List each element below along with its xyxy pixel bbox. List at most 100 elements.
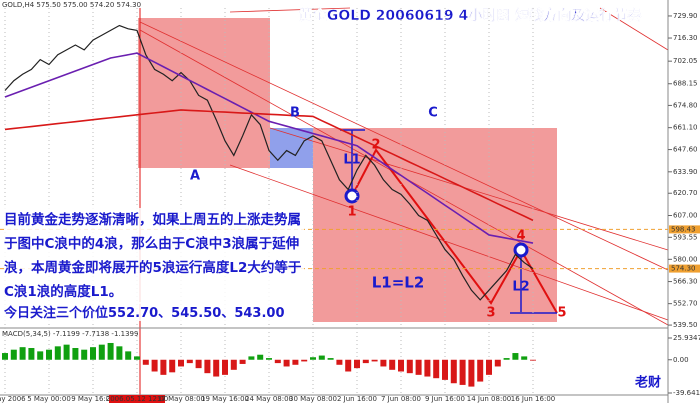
price-tag: 598.43 xyxy=(671,225,696,233)
macd-bar xyxy=(415,359,422,375)
annotation: 4 xyxy=(516,229,525,244)
macd-bar xyxy=(160,359,167,375)
macd-bar xyxy=(266,358,272,360)
y-tick-label: -39.6413 xyxy=(673,389,700,397)
macd-bar xyxy=(169,359,176,373)
y-tick-label: 539.50 xyxy=(673,321,698,329)
annotation: L2 xyxy=(512,280,529,295)
y-tick-label: 0.00 xyxy=(673,356,689,364)
x-tick-label: 30 May 08:00 xyxy=(289,395,337,403)
macd-bar xyxy=(310,357,316,360)
macd-bar xyxy=(28,348,35,360)
macd-bar xyxy=(398,359,404,372)
macd-bar xyxy=(503,358,510,360)
x-tick-label: 17 May 08:00 xyxy=(157,395,205,403)
price-tag-box xyxy=(669,264,700,273)
macd-title: MACD(5,34,5) -7.1199 -7.7138 -1.1399 xyxy=(2,330,138,338)
macd-bar xyxy=(151,359,158,372)
macd-bar xyxy=(186,359,193,364)
y-tick-label: 716.30 xyxy=(673,34,698,42)
macd-bar xyxy=(90,347,96,360)
macd-bar xyxy=(327,358,334,360)
macd-bar xyxy=(345,359,352,372)
macd-bar xyxy=(63,344,70,360)
macd-bar xyxy=(257,354,264,360)
zone-a xyxy=(138,18,270,168)
macd-bar xyxy=(477,359,484,382)
macd-bar xyxy=(54,346,61,360)
macd-bar xyxy=(336,359,343,365)
macd-bar xyxy=(274,359,281,364)
macd-bar xyxy=(292,359,299,365)
macd-bar xyxy=(204,359,211,374)
macd-bar xyxy=(433,359,440,379)
macd-bar xyxy=(283,359,290,367)
chart-title: 黄金GOLD 20060619 4小时图 短线方向及运行节奏 xyxy=(299,7,642,24)
wave-point xyxy=(513,242,529,258)
x-tick-label: 9 Jun 16:00 xyxy=(425,395,465,403)
y-tick-label: 607.00 xyxy=(673,211,698,219)
x-tick-label: 7 Jun 08:00 xyxy=(381,395,421,403)
y-tick-label: 647.60 xyxy=(673,146,698,154)
annotation: L1 xyxy=(343,153,360,168)
macd-bar xyxy=(213,359,220,377)
y-tick-label: 593.55 xyxy=(673,233,698,241)
y-tick-label: 566.30 xyxy=(673,278,698,286)
macd-bar xyxy=(424,359,431,377)
y-tick-label: 661.10 xyxy=(673,124,698,132)
annotation: 5 xyxy=(557,306,566,321)
y-tick-label: 552.70 xyxy=(673,300,698,308)
macd-bar xyxy=(116,346,123,360)
macd-bar xyxy=(134,356,140,360)
zone-b xyxy=(270,128,313,168)
macd-bar xyxy=(81,349,88,360)
macd-bar xyxy=(459,359,466,385)
signature: 老财 xyxy=(634,375,661,391)
annotation: 2 xyxy=(371,138,380,153)
macd-bar xyxy=(107,342,114,360)
macd-bar xyxy=(19,347,26,360)
macd-bar xyxy=(371,359,378,362)
macd-bar xyxy=(195,359,202,369)
price-tag-box xyxy=(669,225,700,234)
macd-bar xyxy=(178,359,184,367)
annotation: C xyxy=(428,106,438,121)
y-tick-label: 620.70 xyxy=(673,189,698,197)
price-tag: 574.30 xyxy=(671,265,696,273)
price-line xyxy=(4,109,534,222)
macd-bar xyxy=(37,351,44,360)
macd-bar xyxy=(362,359,369,364)
macd-bar xyxy=(230,359,237,370)
macd-bar xyxy=(389,359,396,370)
x-label-highlight xyxy=(109,395,165,403)
macd-bar xyxy=(2,353,8,360)
x-tick-label: 5 May 00:00 xyxy=(27,395,71,403)
macd-bar xyxy=(222,359,228,375)
annotation: A xyxy=(190,169,200,184)
x-tick-label: 19 May 16:00 xyxy=(201,395,249,403)
annotation: L1=L2 xyxy=(372,274,425,292)
y-tick-label: 580.00 xyxy=(673,255,698,263)
x-tick-label: 2 Jun 16:00 xyxy=(337,395,377,403)
analysis-note: 目前黄金走势逐渐清晰，如果上周五的上涨走势属于图中C浪中的4浪，那么由于C浪中3… xyxy=(4,208,304,304)
key-levels: 今日关注三个价位552.70、545.50、543.00 xyxy=(4,302,285,321)
macd-bar xyxy=(354,359,360,369)
macd-bar xyxy=(380,359,387,367)
symbol-info: GOLD,H4 575.50 575.00 574.20 574.30 xyxy=(2,1,141,9)
macd-bar xyxy=(521,356,528,360)
wave-point xyxy=(344,188,360,204)
macd-bar xyxy=(46,349,52,360)
macd-bar xyxy=(494,359,501,367)
macd-bar xyxy=(450,359,457,384)
y-tick-label: 674.80 xyxy=(673,101,698,109)
price-line xyxy=(4,52,534,244)
annotation: 1 xyxy=(347,205,356,220)
x-tick-label: 16 Jun 16:00 xyxy=(511,395,555,403)
macd-bar xyxy=(486,359,492,375)
macd-bar xyxy=(72,348,79,360)
y-tick-label: 633.90 xyxy=(673,168,698,176)
y-tick-label: 702.05 xyxy=(673,57,698,65)
macd-bar xyxy=(98,344,105,360)
